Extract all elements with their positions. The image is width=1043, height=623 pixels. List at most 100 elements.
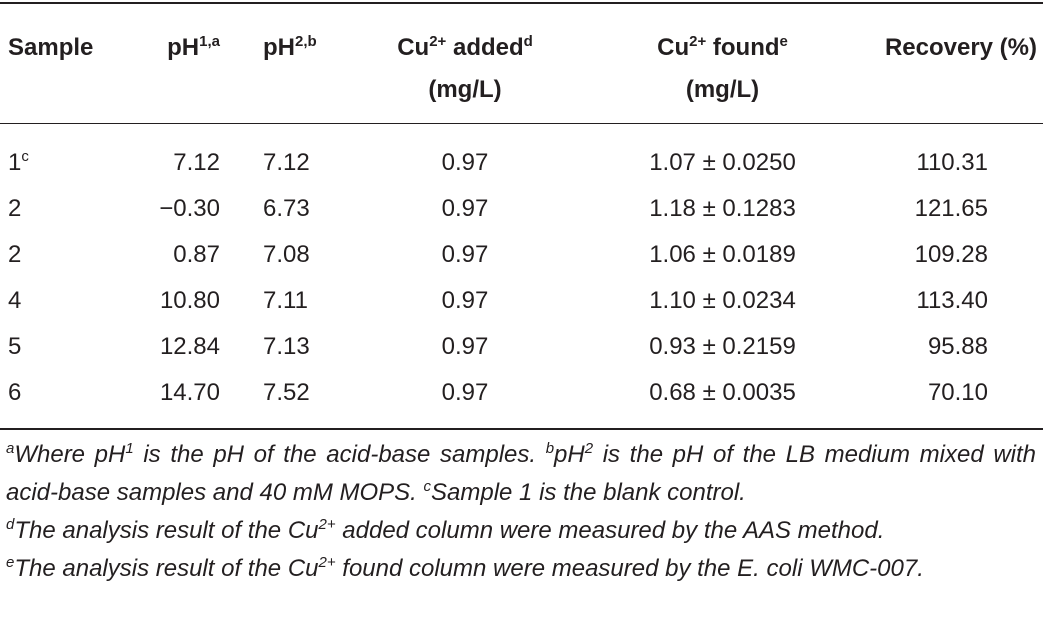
text: The analysis result of the Cu [14,517,319,544]
text: Where pH [14,441,126,468]
table-cell: 0.97 [441,149,489,176]
superscript: 1,a [199,33,220,50]
header-line: (mg/L) [350,69,580,111]
table-cell: 95.88 [927,333,988,360]
text: added [446,34,524,61]
text: pH [167,34,200,61]
text: The analysis result of the Cu [14,555,319,582]
table-cell: 121.65 [914,195,988,222]
table-cell: 1c [0,124,130,187]
header-line: Cu2+ addedd [350,27,580,69]
header-cell: Cu2+ addedd (mg/L) [350,3,580,124]
table-cell: 0.97 [441,333,489,360]
table-cell: 1.18 ± 0.1283 [649,195,796,222]
table-row: 6 14.70 7.52 0.97 0.68 ± 0.0035 70.10 [0,370,1043,429]
superscript: a [6,440,15,457]
footnote: eThe analysis result of the Cu2+ found c… [6,550,1036,588]
table-cell: 0.93 ± 0.2159 [649,333,796,360]
text: is the pH of the acid-base samples. [133,441,546,468]
footnotes: aWhere pH1 is the pH of the acid-base sa… [6,436,1036,588]
superscript: c [423,478,432,495]
table-body: 1c 7.12 7.12 0.97 1.07 ± 0.0250 110.31 2 −0.30 6… [0,124,1043,429]
table-cell: 0.97 [441,195,489,222]
table-cell: 113.40 [916,287,988,314]
table-cell: 7.11 [263,287,308,314]
footnote: aWhere pH1 is the pH of the acid-base sa… [6,436,1036,512]
table-cell: 7.12 [263,149,310,176]
text: 1 [8,149,22,176]
table-cell: 0.97 [441,287,489,314]
table-cell: 4 [8,287,22,314]
text: pH [263,34,295,61]
superscript: 2+ [689,33,707,50]
superscript: d [6,516,15,533]
table-cell: 7.08 [263,241,310,268]
table-cell: 2 [8,241,22,268]
text: Cu [657,34,690,61]
table-cell: 7.52 [263,379,310,406]
superscript: d [523,33,533,50]
table-cell: 0.97 [441,241,489,268]
table-cell: 14.70 [159,379,220,406]
text: pH [554,441,585,468]
text: (mg/L) [428,76,502,103]
text: Sample 1 is the blank control. [431,479,746,506]
table-cell: 0.97 [441,379,489,406]
header-line: pH2,b [263,27,350,69]
table-cell: 110.31 [916,149,988,176]
superscript: 1 [125,440,134,457]
header-line: (mg/L) [580,69,865,111]
table-row: 4 10.80 7.11 0.97 1.10 ± 0.0234 113.40 [0,278,1043,324]
text: Recovery (%) [884,34,1037,61]
table-cell: 5 [8,333,22,360]
header-cell: Cu2+ founde (mg/L) [580,3,865,124]
text: found column were measured by the E. col… [335,555,924,582]
text: Sample [8,34,94,61]
table-cell: 2 [8,195,22,222]
table-cell: 109.28 [914,241,988,268]
superscript: e [6,554,15,571]
table-cell: 6.73 [263,195,310,222]
table-cell: 1.10 ± 0.0234 [649,287,796,314]
table-header: Sample pH1,a pH2,b Cu2+ addedd (mg/L) Cu2+ fo… [0,3,1043,124]
superscript: 2+ [318,554,336,571]
table-row: 5 12.84 7.13 0.97 0.93 ± 0.2159 95.88 [0,324,1043,370]
superscript: 2,b [295,33,317,50]
text: is the pH of the LB medium mixed with ac… [6,441,1036,506]
header-line: pH1,a [130,27,220,69]
table-cell: 1.07 ± 0.0250 [649,149,796,176]
superscript: 2+ [429,33,447,50]
table-cell: 0.87 [173,241,220,268]
header-line: Cu2+ founde [580,27,865,69]
superscript: 2 [584,440,594,457]
table-cell: 7.12 [173,149,220,176]
superscript: 2+ [318,516,336,533]
table-cell: 12.84 [159,333,220,360]
text: added column were measured by the AAS me… [335,517,885,544]
data-table: Sample pH1,a pH2,b Cu2+ addedd (mg/L) Cu2+ fo… [0,2,1043,430]
table-cell: 7.13 [263,333,310,360]
text: found [706,34,780,61]
superscript: c [21,148,29,165]
header-cell: Sample [0,3,130,124]
table-cell: 70.10 [927,379,988,406]
header-line: Recovery (%) [865,27,1037,69]
text: (mg/L) [685,76,760,103]
table-cell: 1.06 ± 0.0189 [649,241,796,268]
header-line: Sample [8,27,130,69]
table-cell: 0.68 ± 0.0035 [649,379,796,406]
table-row: 1c 7.12 7.12 0.97 1.07 ± 0.0250 110.31 [0,124,1043,187]
superscript: e [779,33,788,50]
header-row: Sample pH1,a pH2,b Cu2+ addedd (mg/L) Cu2+ fo… [0,3,1043,124]
table-cell: 6 [8,379,22,406]
header-cell: pH2,b [240,3,350,124]
header-cell: Recovery (%) [865,3,1043,124]
table-row: 2 0.87 7.08 0.97 1.06 ± 0.0189 109.28 [0,232,1043,278]
superscript: b [545,440,555,457]
table-cell: 10.80 [159,287,220,314]
text: Cu [397,34,430,61]
table-cell: −0.30 [159,195,220,222]
header-cell: pH1,a [130,3,240,124]
table-row: 2 −0.30 6.73 0.97 1.18 ± 0.1283 121.65 [0,186,1043,232]
